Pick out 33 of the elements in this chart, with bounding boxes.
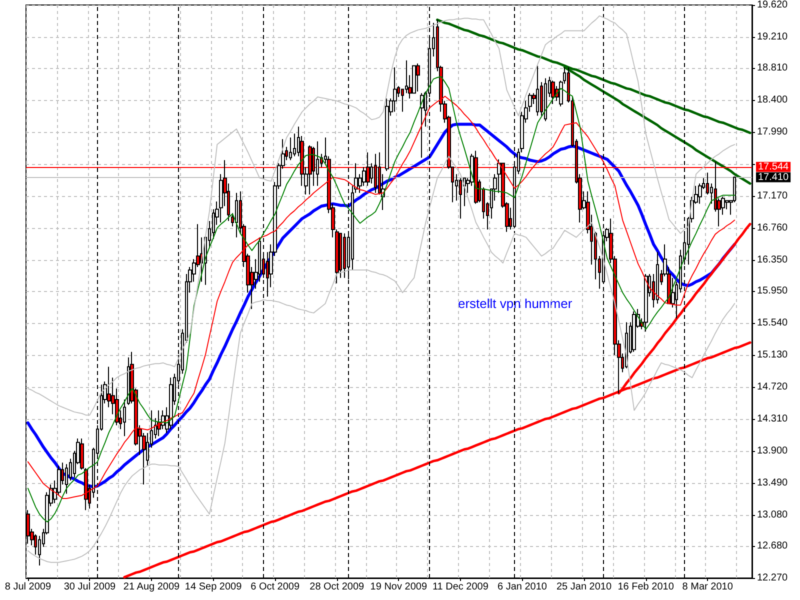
y-tick-label: 13.900: [757, 445, 788, 456]
x-tick-label: 21 Aug 2009: [123, 582, 180, 592]
y-tick-label: 14.310: [757, 413, 788, 424]
y-tick-label: 19.210: [757, 31, 788, 42]
x-tick-label: 8 Mar 2010: [682, 582, 734, 592]
y-tick-label: 17.990: [757, 126, 788, 138]
y-tick-label: 15.130: [757, 350, 788, 361]
y-tick-label: 14.720: [757, 382, 788, 392]
y-tick-label: 12.270: [757, 572, 788, 584]
x-tick-label: 8 Jul 2009: [4, 582, 52, 592]
y-tick-label: 19.620: [757, 0, 788, 10]
y-tick-label: 15.540: [757, 318, 788, 329]
annotation: erstellt vpn hummer: [458, 296, 573, 311]
y-tick-label: 18.400: [757, 94, 788, 106]
x-tick-label: 6 Jan 2010: [497, 582, 548, 592]
x-tick-label: 25 Jan 2010: [556, 582, 612, 592]
ref-line-label: 17.410: [758, 172, 790, 183]
y-tick-label: 15.950: [757, 286, 788, 297]
x-tick-label: 16 Feb 2010: [618, 582, 674, 592]
x-tick-label: 6 Oct 2009: [250, 582, 300, 592]
y-tick-label: 16.350: [757, 254, 788, 266]
y-tick-label: 16.760: [757, 222, 788, 234]
x-tick-label: 30 Jul 2009: [64, 582, 116, 592]
y-tick-label: 12.680: [757, 540, 788, 552]
y-tick-label: 13.490: [757, 477, 788, 488]
x-tick-label: 19 Nov 2009: [370, 582, 428, 592]
y-tick-label: 18.810: [757, 62, 788, 74]
x-tick-label: 14 Sep 2009: [184, 582, 242, 592]
ref-line-label: 17.544: [758, 161, 790, 172]
y-tick-label: 13.080: [757, 509, 788, 520]
y-tick-label: 17.170: [757, 190, 788, 202]
x-tick-label: 28 Oct 2009: [310, 582, 365, 592]
x-tick-label: 11 Dec 2009: [432, 582, 489, 592]
